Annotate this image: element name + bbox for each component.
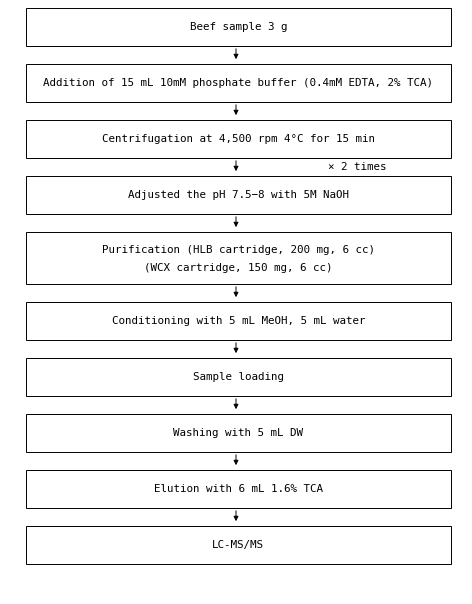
Bar (26, 232, 451, 284)
Bar (26, 414, 451, 452)
Text: Purification (HLB cartridge, 200 mg, 6 cc): Purification (HLB cartridge, 200 mg, 6 c… (102, 245, 375, 255)
Text: × 2 times: × 2 times (328, 162, 387, 172)
Text: LC-MS/MS: LC-MS/MS (212, 540, 264, 550)
Bar (26, 526, 451, 564)
Text: Conditioning with 5 mL MeOH, 5 mL water: Conditioning with 5 mL MeOH, 5 mL water (111, 316, 365, 326)
Text: Beef sample 3 g: Beef sample 3 g (190, 22, 287, 32)
Text: Addition of 15 mL 10mM phosphate buffer (0.4mM EDTA, 2% TCA): Addition of 15 mL 10mM phosphate buffer … (43, 78, 433, 88)
Text: Sample loading: Sample loading (193, 372, 284, 382)
Text: Washing with 5 mL DW: Washing with 5 mL DW (173, 428, 303, 438)
Text: Elution with 6 mL 1.6% TCA: Elution with 6 mL 1.6% TCA (154, 484, 323, 494)
Bar (26, 120, 451, 158)
Bar (26, 8, 451, 46)
Bar (26, 64, 451, 102)
Text: Adjusted the pH 7.5−8 with 5M NaOH: Adjusted the pH 7.5−8 with 5M NaOH (128, 190, 349, 200)
Bar (26, 176, 451, 214)
Text: Centrifugation at 4,500 rpm 4°C for 15 min: Centrifugation at 4,500 rpm 4°C for 15 m… (102, 134, 375, 144)
Text: (WCX cartridge, 150 mg, 6 cc): (WCX cartridge, 150 mg, 6 cc) (144, 263, 333, 274)
Bar (26, 302, 451, 340)
Bar (26, 470, 451, 508)
Bar (26, 358, 451, 396)
